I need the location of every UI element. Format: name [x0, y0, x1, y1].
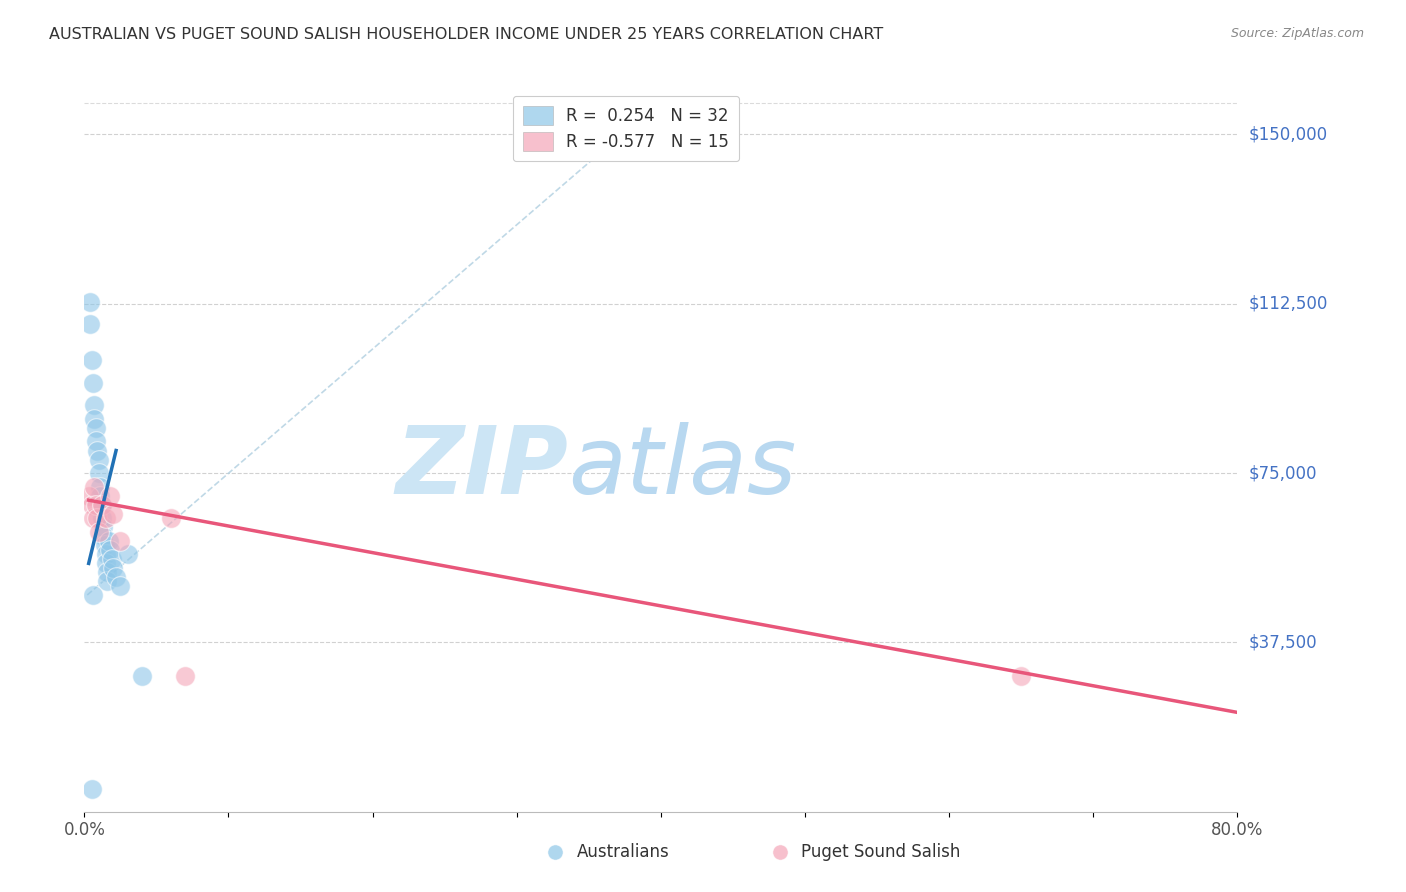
- Point: [90, 498, 112, 512]
- Text: Source: ZipAtlas.com: Source: ZipAtlas.com: [1230, 27, 1364, 40]
- Point: [117, 547, 139, 561]
- Text: $75,000: $75,000: [1249, 464, 1317, 482]
- Point: [90, 498, 112, 512]
- Point: [82, 376, 104, 390]
- Point: [80, 353, 103, 368]
- Point: [91, 520, 114, 534]
- Point: [80, 498, 103, 512]
- Point: [82, 588, 104, 602]
- Point: [87, 452, 110, 467]
- Point: [94, 557, 117, 571]
- Point: [110, 533, 132, 548]
- Text: ZIP: ZIP: [395, 422, 568, 514]
- Point: [94, 547, 117, 561]
- Point: [79, 294, 101, 309]
- Point: [105, 570, 128, 584]
- Text: $112,500: $112,500: [1249, 294, 1327, 313]
- Point: [79, 317, 101, 331]
- Point: [77, 489, 100, 503]
- Point: [80, 782, 103, 797]
- Point: [84, 421, 107, 435]
- Point: [83, 398, 105, 412]
- Point: [96, 566, 118, 580]
- Point: [93, 538, 115, 552]
- Point: [91, 529, 114, 543]
- Point: [103, 561, 124, 575]
- Text: AUSTRALIAN VS PUGET SOUND SALISH HOUSEHOLDER INCOME UNDER 25 YEARS CORRELATION C: AUSTRALIAN VS PUGET SOUND SALISH HOUSEHO…: [49, 27, 883, 42]
- Point: [89, 480, 111, 494]
- Text: $150,000: $150,000: [1249, 126, 1327, 144]
- Point: [544, 845, 567, 859]
- Point: [98, 489, 121, 503]
- Point: [82, 511, 104, 525]
- Point: [89, 489, 111, 503]
- Text: Australians: Australians: [576, 843, 669, 861]
- Point: [90, 511, 112, 525]
- Point: [160, 511, 183, 525]
- Point: [1010, 669, 1032, 683]
- Point: [94, 511, 117, 525]
- Point: [83, 480, 105, 494]
- Text: $37,500: $37,500: [1249, 633, 1317, 651]
- Point: [86, 443, 108, 458]
- Point: [131, 669, 153, 683]
- Point: [98, 542, 121, 557]
- Legend: R =  0.254   N = 32, R = -0.577   N = 15: R = 0.254 N = 32, R = -0.577 N = 15: [513, 96, 740, 161]
- Point: [84, 498, 107, 512]
- Point: [103, 507, 124, 521]
- Point: [87, 466, 110, 480]
- Point: [87, 524, 110, 539]
- Point: [97, 533, 120, 548]
- Point: [96, 574, 118, 589]
- Point: [83, 412, 105, 426]
- Point: [769, 845, 792, 859]
- Point: [100, 552, 122, 566]
- Point: [110, 579, 132, 593]
- Text: atlas: atlas: [568, 423, 797, 514]
- Point: [174, 669, 197, 683]
- Point: [86, 511, 108, 525]
- Point: [84, 434, 107, 449]
- Text: Puget Sound Salish: Puget Sound Salish: [801, 843, 960, 861]
